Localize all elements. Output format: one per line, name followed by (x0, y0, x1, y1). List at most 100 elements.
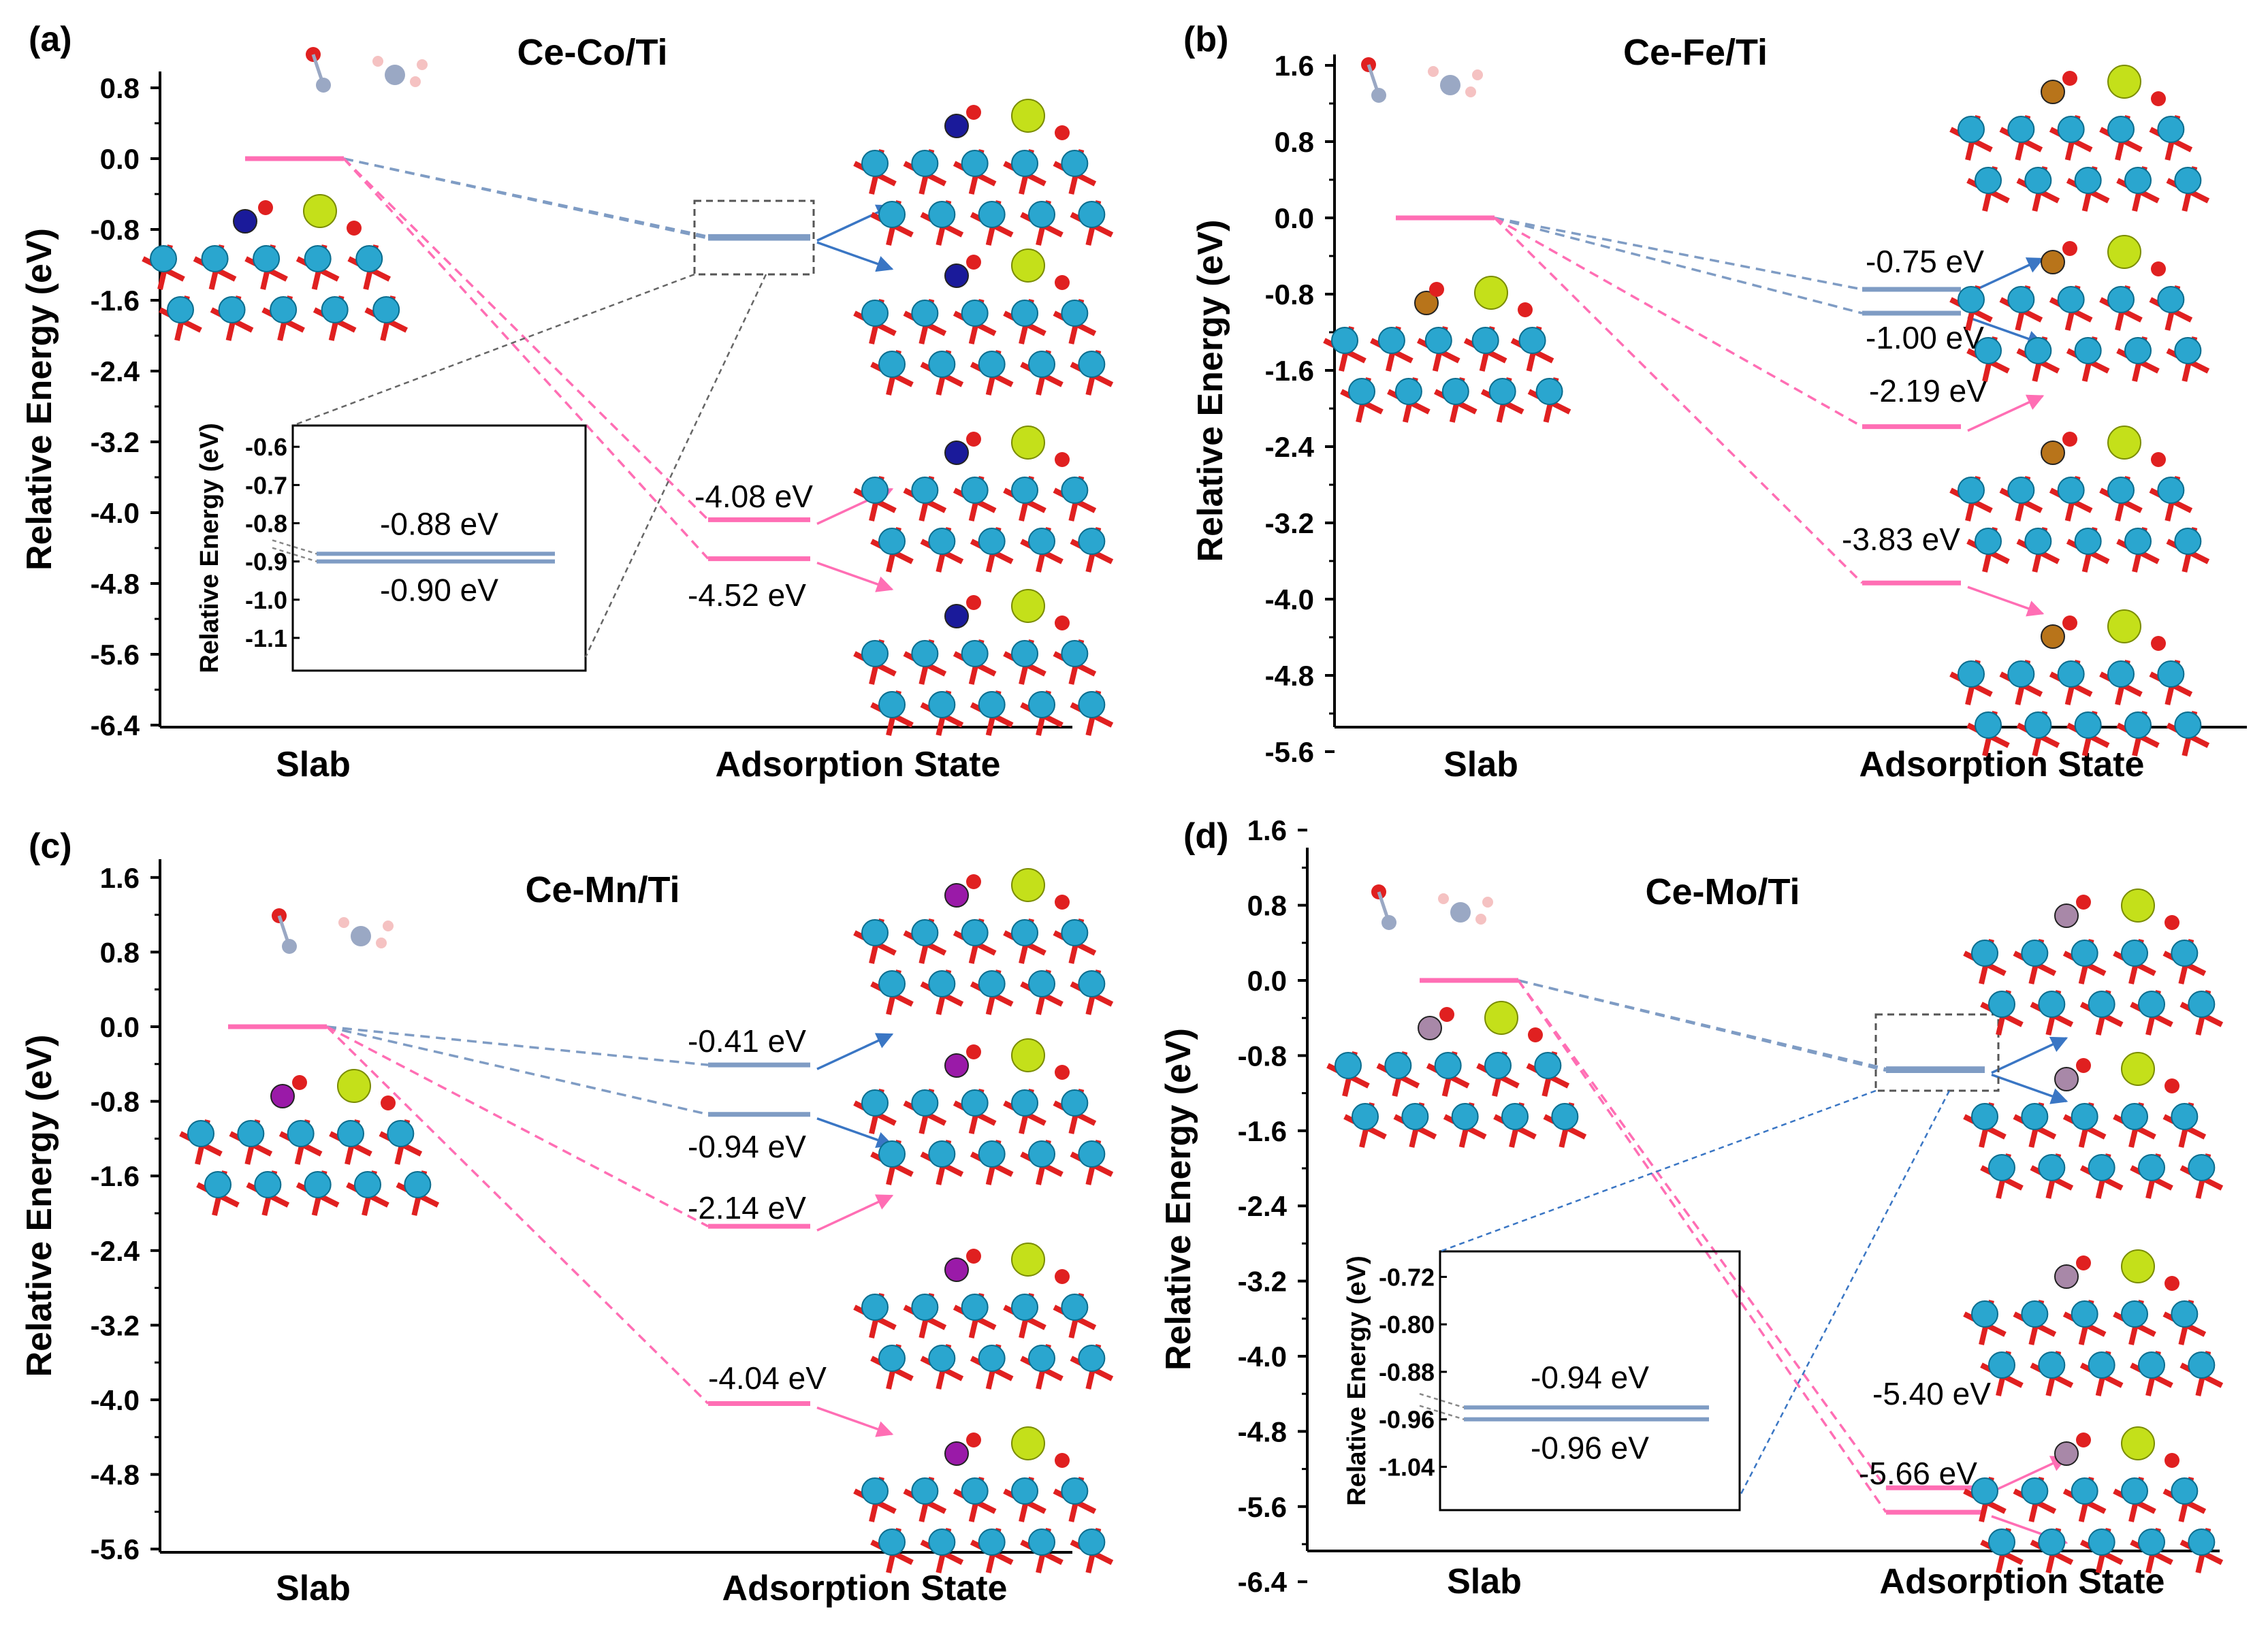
ti-atom (1352, 1103, 1379, 1130)
o-atom (1055, 895, 1070, 910)
ti-atom (304, 1171, 332, 1198)
ti-atom (861, 919, 889, 946)
ti-atom (2057, 286, 2085, 313)
slab-structure (1963, 1426, 2224, 1573)
inset-tick-label: -1.0 (245, 586, 287, 614)
connector-line (326, 1025, 709, 1228)
o-atom (2165, 1276, 2179, 1291)
ti-atom (2071, 1103, 2098, 1130)
x-label-adsorption: Adsorption State (1880, 1562, 2165, 1601)
ti-atom (201, 245, 229, 272)
slab-structure (853, 426, 1114, 573)
ce-atom (2107, 426, 2141, 460)
ti-atom (2174, 167, 2202, 194)
dopant-atom (2041, 441, 2065, 465)
y-tick-label: -4.0 (91, 1384, 140, 1416)
dopant-atom (944, 441, 969, 465)
ti-atom (2021, 1477, 2049, 1505)
y-axis-label: Relative Energy (eV) (1159, 1028, 1198, 1371)
slab-structure (1963, 1249, 2224, 1396)
ti-atom (1975, 528, 2002, 555)
ti-atom (187, 1120, 214, 1147)
ti-atom (2088, 1351, 2115, 1379)
ti-atom (1958, 116, 1985, 143)
ti-atom (2174, 337, 2202, 364)
ti-atom (1061, 919, 1089, 946)
structure-arrow (816, 1117, 894, 1148)
slab-structure (853, 1038, 1114, 1185)
ti-atom (2107, 116, 2135, 143)
ti-atom (321, 296, 349, 323)
ti-atom (961, 477, 989, 504)
panel-label: (d) (1183, 816, 1228, 856)
o-atom (347, 221, 362, 236)
structure-arrow (816, 1194, 894, 1232)
ti-atom (1078, 691, 1106, 718)
o-atom (966, 1432, 981, 1447)
y-tick-label: -4.0 (91, 497, 140, 529)
panel-label: (b) (1183, 20, 1228, 59)
ti-atom (2021, 1300, 2049, 1328)
ti-atom (861, 150, 889, 177)
connector-line (1494, 217, 1863, 291)
connector-line (342, 157, 709, 521)
nh3-h-atom (410, 76, 421, 87)
o-atom (1055, 1453, 1070, 1468)
structure-arrow (816, 1033, 894, 1070)
ti-atom (1335, 1052, 1362, 1079)
ti-atom (2138, 1154, 2165, 1181)
ti-atom (961, 640, 989, 667)
energy-level-label: -0.94 eV (688, 1129, 806, 1164)
x-label-adsorption: Adsorption State (1859, 745, 2145, 784)
ti-atom (1958, 660, 1985, 688)
energy-level-label: -5.40 eV (1872, 1376, 1991, 1411)
ti-atom (1434, 1052, 1462, 1079)
ti-atom (404, 1171, 432, 1198)
slab-structure (142, 194, 409, 341)
ti-atom (2171, 1477, 2199, 1505)
ti-atom (1348, 378, 1375, 405)
ti-atom (2088, 991, 2115, 1018)
connector-line (1517, 980, 1887, 1514)
y-tick-label: 0.8 (1247, 890, 1287, 922)
dopant-atom (944, 114, 969, 138)
ti-atom (2174, 528, 2202, 555)
o-atom (2076, 895, 2091, 910)
ti-atom (304, 245, 332, 272)
inset-tick-label: -0.80 (1379, 1311, 1435, 1339)
inset-y-label: Relative Energy (eV) (1343, 1255, 1371, 1505)
dopant-atom (233, 209, 257, 234)
zoom-connector (292, 273, 695, 427)
y-tick-label: -4.0 (1238, 1341, 1287, 1373)
ti-atom (150, 245, 177, 272)
ti-atom (1061, 150, 1089, 177)
energy-level-label: -2.19 eV (1869, 373, 1987, 409)
ti-atom (2074, 167, 2102, 194)
ti-atom (911, 1477, 939, 1505)
ti-atom (2171, 1103, 2199, 1130)
dopant-atom (1418, 1016, 1442, 1040)
o-atom (292, 1075, 307, 1090)
panel-3: (d) Ce-Mo/Ti 1.6 0.8 0.0 -0.8 -1.6 -2.4 -3.2 -4.0… (1159, 814, 2220, 1601)
inset-tick-label: -0.9 (245, 548, 287, 576)
dopant-atom (944, 1258, 969, 1282)
ti-atom (2124, 528, 2152, 555)
dopant-atom (1414, 291, 1439, 315)
panel-title: Ce-Fe/Ti (1623, 32, 1768, 73)
slab-structure (1949, 609, 2210, 756)
ti-atom (1028, 691, 1055, 718)
ti-atom (2157, 477, 2185, 504)
ti-atom (2024, 711, 2052, 739)
o-atom (2151, 261, 2166, 276)
y-tick-label: -3.2 (91, 426, 140, 458)
ce-atom (2107, 609, 2141, 643)
o-atom (1055, 1269, 1070, 1284)
ti-atom (2157, 660, 2185, 688)
gas-molecules (1361, 57, 1483, 103)
ti-atom (1471, 327, 1499, 354)
ti-atom (1061, 1294, 1089, 1321)
ti-atom (372, 296, 400, 323)
inset-tick-label: -0.72 (1379, 1263, 1435, 1291)
y-tick-label: 0.0 (100, 1011, 140, 1043)
ti-atom (1061, 1477, 1089, 1505)
